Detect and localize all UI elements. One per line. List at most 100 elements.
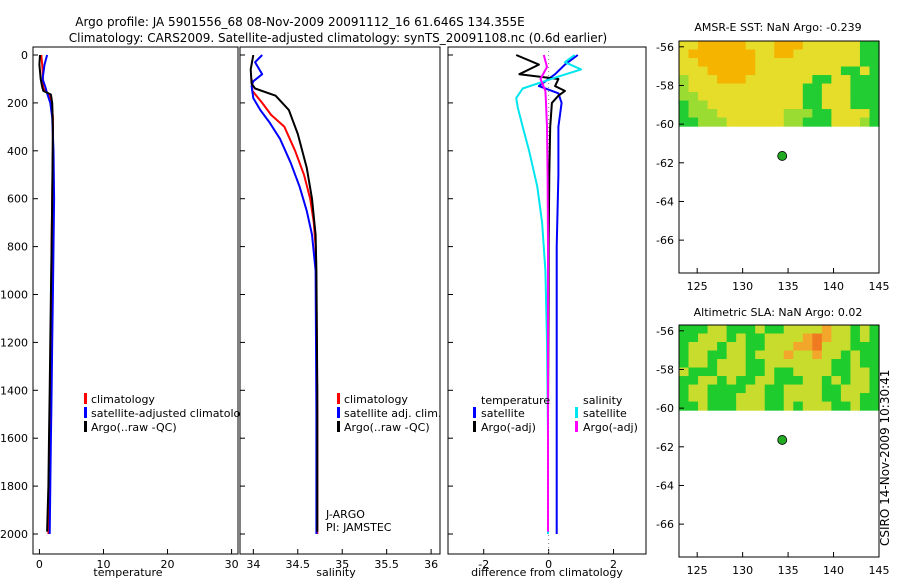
heatmap-cell <box>688 350 699 360</box>
heatmap-cell <box>755 75 766 85</box>
temperature-legend: climatology satellite-adjusted climatolo… <box>84 393 254 434</box>
heatmap-cell <box>821 66 832 76</box>
heatmap-cell <box>869 117 880 127</box>
heatmap-cell <box>688 117 699 127</box>
heatmap-cell <box>717 350 728 360</box>
heatmap-cell <box>821 92 832 102</box>
heatmap-cell <box>840 393 852 403</box>
heatmap-cell <box>679 359 690 369</box>
heatmap-cell <box>812 325 823 335</box>
heatmap-cell <box>688 58 699 68</box>
y-tick-label: -58 <box>656 363 674 376</box>
difference-lines <box>515 54 583 534</box>
heatmap-cell <box>774 350 785 360</box>
heatmap-cell <box>717 393 728 403</box>
heatmap-cell <box>802 367 813 377</box>
heatmap-cell <box>764 333 775 343</box>
heatmap-cell <box>783 384 794 394</box>
heatmap-cell <box>688 342 699 352</box>
heatmap-cell <box>717 75 728 85</box>
heatmap-cell <box>726 83 737 93</box>
heatmap-cell <box>821 342 832 352</box>
heatmap-cell <box>783 58 794 68</box>
heatmap-cell <box>793 100 804 110</box>
y-tick-label: 800 <box>7 241 28 254</box>
heatmap-cell <box>831 75 842 85</box>
heatmap-cell <box>698 66 709 76</box>
sst-heatmap <box>679 41 880 127</box>
heatmap-cell <box>840 401 852 411</box>
heatmap-cell <box>679 75 690 85</box>
heatmap-cell <box>755 393 766 403</box>
heatmap-cell <box>698 92 709 102</box>
heatmap-cell <box>831 384 842 394</box>
heatmap-cell <box>812 41 823 51</box>
heatmap-cell <box>802 75 813 85</box>
heatmap-cell <box>783 376 794 386</box>
heatmap-cell <box>783 49 794 59</box>
heatmap-cell <box>679 376 690 386</box>
heatmap-cell <box>812 350 823 360</box>
heatmap-cell <box>707 342 718 352</box>
heatmap-cell <box>717 359 728 369</box>
heatmap-cell <box>688 49 699 59</box>
heatmap-cell <box>850 367 861 377</box>
heatmap-cell <box>698 58 709 68</box>
heatmap-cell <box>793 367 804 377</box>
heatmap-cell <box>859 384 871 394</box>
heatmap-cell <box>783 367 794 377</box>
legend-label-satellite-adjusted: satellite-adjusted climatology <box>91 407 254 420</box>
heatmap-cell <box>850 359 861 369</box>
heatmap-cell <box>812 401 823 411</box>
heatmap-cell <box>850 92 861 102</box>
salinity-ticks: 34 34.5 35 35.5 36 <box>240 54 438 571</box>
x-tick-label: 35 <box>335 558 349 571</box>
heatmap-cell <box>726 58 737 68</box>
heatmap-cell <box>850 117 861 127</box>
heatmap-cell <box>850 66 861 76</box>
heatmap-cell <box>688 66 699 76</box>
heatmap-cell <box>745 401 756 411</box>
heatmap-cell <box>707 117 718 127</box>
legend-swatch-temp-satellite <box>473 407 476 418</box>
heatmap-cell <box>707 359 718 369</box>
legend-label-argo: Argo(..raw -QC) <box>91 421 177 434</box>
salinity-lines <box>249 54 319 534</box>
heatmap-cell <box>840 92 852 102</box>
difference-panel: -2 0 2 difference from climatology tempera… <box>447 46 647 579</box>
heatmap-cell <box>812 100 823 110</box>
heatmap-cell <box>764 367 775 377</box>
heatmap-cell <box>698 350 709 360</box>
heatmap-cell <box>783 333 794 343</box>
heatmap-cell <box>821 83 832 93</box>
heatmap-cell <box>745 92 756 102</box>
heatmap-cell <box>717 376 728 386</box>
x-tick-label: 125 <box>687 280 708 293</box>
difference-legend: temperature satellite Argo(-adj) salinit… <box>473 394 638 434</box>
heatmap-cell <box>764 117 775 127</box>
float-annotation-program: J-ARGO <box>325 508 365 521</box>
heatmap-cell <box>831 92 842 102</box>
heatmap-cell <box>717 342 728 352</box>
heatmap-cell <box>783 92 794 102</box>
heatmap-cell <box>831 401 842 411</box>
series-salinity-satellite <box>515 54 583 534</box>
heatmap-cell <box>707 333 718 343</box>
heatmap-cell <box>869 49 880 59</box>
heatmap-cell <box>717 58 728 68</box>
heatmap-cell <box>774 367 785 377</box>
heatmap-cell <box>726 393 737 403</box>
heatmap-cell <box>812 49 823 59</box>
heatmap-cell <box>707 350 718 360</box>
heatmap-cell <box>726 92 737 102</box>
heatmap-cell <box>812 359 823 369</box>
heatmap-cell <box>707 58 718 68</box>
heatmap-cell <box>859 83 871 93</box>
series-argo-raw-qc <box>38 54 54 532</box>
heatmap-cell <box>831 367 842 377</box>
heatmap-cell <box>764 109 775 119</box>
x-tick-label: 0 <box>545 558 552 571</box>
heatmap-cell <box>755 350 766 360</box>
series-salinity-argo-adj <box>539 54 549 532</box>
heatmap-cell <box>802 117 813 127</box>
